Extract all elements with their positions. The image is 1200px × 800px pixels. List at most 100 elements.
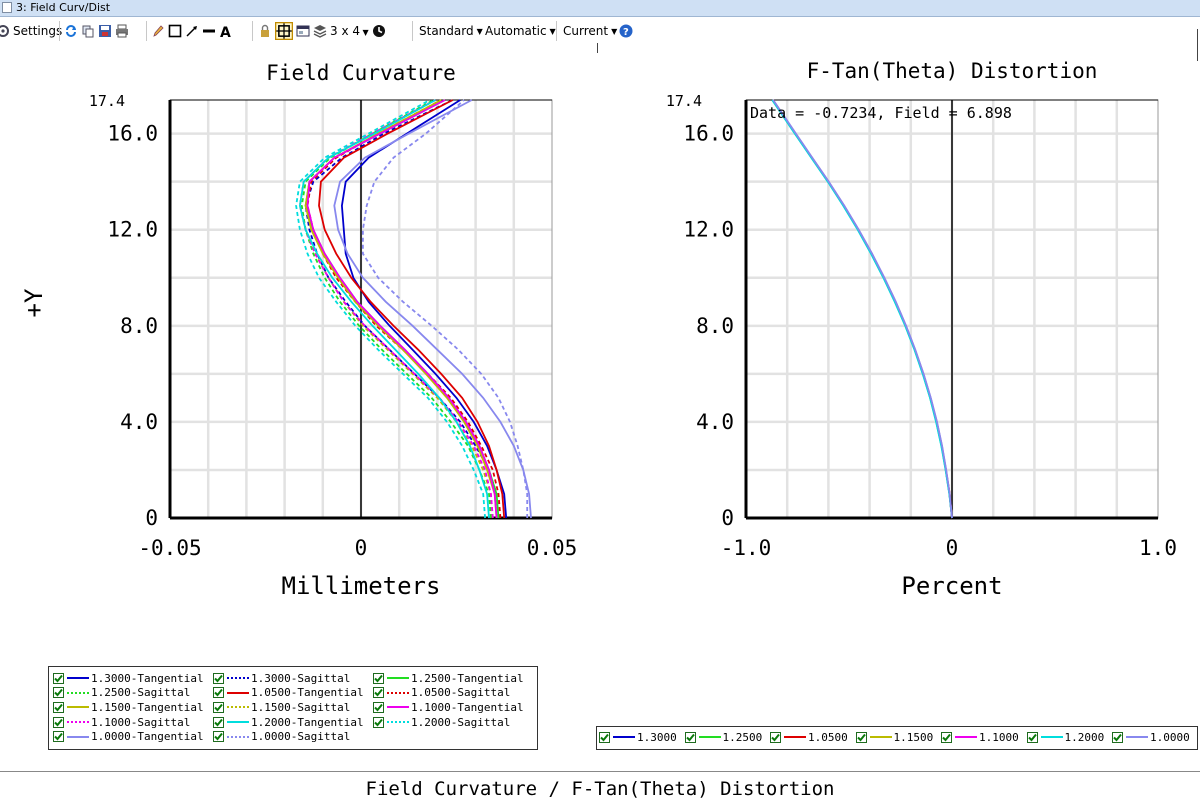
settings-gear-icon	[0, 25, 9, 37]
current-label: Current	[563, 24, 609, 38]
legend-label: 1.3000	[637, 730, 677, 744]
legend-checkbox[interactable]	[53, 716, 64, 728]
legend-item[interactable]: 1.0500	[770, 730, 848, 744]
layers-icon[interactable]	[313, 24, 327, 38]
legend-checkbox[interactable]	[373, 716, 384, 728]
standard-dropdown[interactable]: Standard ▼	[419, 17, 483, 45]
pencil-icon[interactable]	[151, 24, 165, 38]
lock-icon[interactable]	[258, 24, 272, 38]
legend-item[interactable]: 1.0000-Tangential	[53, 730, 204, 744]
layout-label: 3 x 4	[330, 24, 360, 38]
automatic-dropdown[interactable]: Automatic ▼	[485, 17, 556, 45]
line-icon[interactable]	[202, 24, 216, 38]
legend-swatch	[613, 736, 635, 738]
legend-item[interactable]: 1.1000	[941, 730, 1019, 744]
legend-item[interactable]: 1.0500-Sagittal	[373, 686, 510, 700]
legend-checkbox[interactable]	[770, 731, 781, 743]
legend-checkbox[interactable]	[213, 716, 224, 728]
legend-label: 1.0000-Tangential	[91, 730, 204, 744]
legend-item[interactable]: 1.2500-Tangential	[373, 671, 524, 685]
fit-to-window-icon[interactable]	[275, 22, 293, 40]
legend-item[interactable]: 1.2000-Tangential	[213, 715, 364, 729]
footer-title: Field Curvature / F-Tan(Theta) Distortio…	[365, 778, 835, 800]
automatic-label: Automatic	[485, 24, 547, 38]
legend-label: 1.2500	[722, 730, 763, 744]
legend-checkbox[interactable]	[684, 731, 696, 743]
legend-checkbox[interactable]	[213, 731, 224, 743]
legend-item[interactable]: 1.2500	[684, 730, 763, 744]
x-tick-label: -0.05	[138, 536, 201, 560]
series-group	[295, 99, 532, 519]
legend-checkbox[interactable]	[213, 701, 224, 713]
legend-swatch	[387, 706, 409, 709]
legend-item[interactable]: 1.3000	[599, 730, 677, 744]
legend-label: 1.1000-Tangential	[411, 700, 524, 714]
copy-icon[interactable]	[81, 24, 95, 38]
clock-icon[interactable]	[372, 24, 386, 38]
legend-checkbox[interactable]	[213, 672, 224, 684]
legend-label: 1.3000-Sagittal	[251, 671, 351, 685]
series-line	[771, 99, 953, 519]
legend-swatch	[227, 735, 249, 738]
chevron-down-icon: ▼	[549, 26, 556, 36]
arrow-icon[interactable]	[185, 24, 199, 38]
x-axis-label: Millimeters	[282, 572, 441, 600]
legend-checkbox[interactable]	[53, 687, 64, 699]
series-line	[772, 99, 953, 519]
text-icon[interactable]: A	[219, 24, 233, 38]
legend-item[interactable]: 1.2500-Sagittal	[53, 686, 190, 700]
legend-swatch	[387, 691, 409, 694]
legend-item[interactable]: 1.1500-Sagittal	[213, 700, 350, 714]
y-tick-label: 0	[145, 506, 158, 530]
legend-swatch	[955, 736, 977, 738]
legend-checkbox[interactable]	[941, 731, 952, 743]
legend-item[interactable]: 1.1500-Tangential	[53, 700, 204, 714]
help-button[interactable]: ?	[619, 17, 633, 45]
chart-title: Field Curvature	[266, 61, 456, 85]
series-line	[333, 99, 532, 519]
settings-button[interactable]: Settings	[0, 17, 62, 45]
series-line	[771, 99, 953, 519]
legend-item[interactable]: 1.3000-Tangential	[53, 671, 204, 685]
legend-item[interactable]: 1.1000-Sagittal	[53, 715, 190, 729]
distortion-legend: 1.3000 1.2500 1.0500 1.1500 1.1000 1.2000 1.00…	[596, 726, 1198, 750]
rectangle-icon[interactable]	[168, 24, 182, 38]
series-line	[340, 99, 508, 519]
legend-checkbox[interactable]	[53, 731, 64, 743]
legend-label: 1.2500-Sagittal	[91, 686, 191, 700]
legend-swatch	[387, 721, 409, 724]
refresh-icon[interactable]	[64, 24, 78, 38]
legend-checkbox[interactable]	[53, 672, 64, 684]
legend-swatch	[67, 721, 89, 724]
legend-checkbox[interactable]	[1026, 731, 1038, 743]
y-axis-label: +Y	[20, 288, 48, 317]
legend-item[interactable]: 1.1500	[855, 730, 933, 744]
legend-item[interactable]: 1.1000-Tangential	[373, 700, 524, 714]
y-tick-label: 12.0	[683, 218, 734, 242]
series-line	[318, 99, 506, 519]
legend-item[interactable]: 1.0000-Sagittal	[213, 730, 350, 744]
save-icon[interactable]	[98, 24, 112, 38]
legend-checkbox[interactable]	[599, 731, 610, 743]
legend-item[interactable]: 1.0000	[1112, 730, 1190, 744]
legend-checkbox[interactable]	[53, 701, 64, 713]
current-dropdown[interactable]: Current ▼	[563, 17, 617, 45]
legend-swatch	[1126, 736, 1148, 738]
legend-item[interactable]: 1.2000	[1026, 730, 1104, 744]
series-line	[304, 99, 500, 519]
y-max-label: 17.4	[666, 92, 702, 110]
legend-checkbox[interactable]	[373, 701, 384, 713]
legend-checkbox[interactable]	[855, 731, 867, 743]
layout-dropdown[interactable]: 3 x 4 ▼	[330, 24, 369, 38]
print-icon[interactable]	[115, 24, 129, 38]
series-line	[772, 99, 953, 519]
legend-item[interactable]: 1.2000-Sagittal	[373, 715, 510, 729]
y-tick-label: 8.0	[120, 314, 158, 338]
legend-checkbox[interactable]	[213, 687, 224, 699]
legend-item[interactable]: 1.0500-Tangential	[213, 686, 364, 700]
window-layout-icon[interactable]	[296, 24, 310, 38]
legend-item[interactable]: 1.3000-Sagittal	[213, 671, 350, 685]
legend-checkbox[interactable]	[1112, 731, 1123, 743]
legend-checkbox[interactable]	[373, 687, 384, 699]
legend-checkbox[interactable]	[373, 672, 384, 684]
